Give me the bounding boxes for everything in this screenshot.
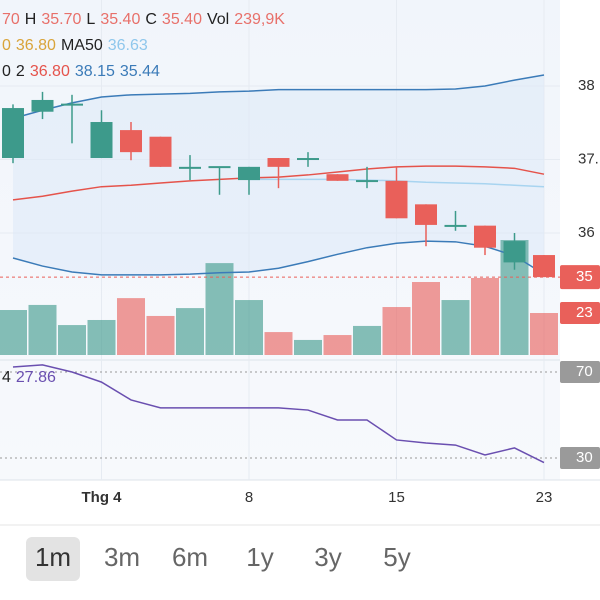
info-value: H: [25, 11, 37, 28]
range-button[interactable]: 5y: [383, 542, 410, 572]
range-button[interactable]: 3m: [104, 542, 140, 572]
info-value: 35.40: [100, 11, 140, 28]
volume-bar: [58, 325, 86, 355]
info-value: 35.44: [120, 63, 160, 80]
volume-bar: [0, 310, 27, 355]
candle-body: [474, 225, 496, 248]
info-value: 4: [2, 369, 11, 386]
candle-body: [533, 255, 555, 278]
info-value: 35.70: [41, 11, 81, 28]
info-value: 2: [16, 63, 25, 80]
rsi-level-label: 30: [576, 449, 593, 466]
candle-body: [90, 122, 113, 159]
info-value: C: [145, 11, 157, 28]
info-value: 38.15: [75, 63, 115, 80]
last-volume-tag: [560, 302, 600, 325]
info-value: 36.63: [108, 37, 148, 54]
y-tick-label: 38: [578, 77, 595, 94]
volume-bar: [264, 332, 293, 355]
rsi-level-label: 70: [576, 363, 593, 380]
x-tick-label: Thg 4: [82, 489, 123, 506]
bb_upper-line: [12, 74, 545, 120]
candle-body: [61, 103, 83, 106]
volume-bar: [146, 315, 175, 355]
y-tick-label: 37.: [578, 150, 599, 167]
volume-bar: [353, 325, 381, 355]
info-value: 35.40: [162, 11, 202, 28]
info-value: 36.80: [30, 63, 70, 80]
candle-body: [208, 166, 231, 169]
candle-body: [238, 166, 260, 181]
rsi-level-tag: [560, 361, 600, 383]
volume-bar: [294, 339, 322, 355]
volume-bar: [117, 298, 145, 355]
candle-body: [149, 136, 172, 167]
info-line: 4 27.86: [2, 369, 56, 386]
candle-body: [297, 158, 319, 161]
volume-bar: [412, 282, 440, 355]
info-value: 27.86: [16, 369, 56, 386]
info-value: L: [86, 11, 95, 28]
range-button[interactable]: 6m: [172, 542, 208, 572]
range-button[interactable]: 1m: [35, 542, 71, 572]
volume-bar: [441, 300, 470, 355]
rsi-level-tag: [560, 447, 600, 469]
range-button[interactable]: 3y: [314, 542, 341, 572]
volume-bar: [87, 319, 116, 355]
candle-body: [444, 224, 467, 227]
info-value: 239,9K: [234, 11, 285, 28]
info-line: 0 36.80 MA50 36.63: [2, 37, 148, 54]
candle-body: [415, 204, 437, 225]
x-tick-label: 15: [388, 489, 405, 506]
x-tick-label: 23: [536, 489, 553, 506]
candle-body: [385, 180, 408, 219]
info-line: 70 H 35.70 L 35.40 C 35.40 Vol 239,9K: [2, 11, 285, 28]
last-price-tag: [560, 265, 600, 290]
volume-bar: [323, 335, 352, 355]
volume-bar: [235, 300, 263, 355]
last-price-label: 35: [576, 268, 593, 285]
candle-body: [179, 166, 201, 169]
range-button[interactable]: 1y: [246, 542, 273, 572]
info-value: MA50: [61, 37, 103, 54]
rsi-line: [12, 364, 545, 464]
info-value: 0: [2, 63, 11, 80]
info-value: Vol: [207, 11, 229, 28]
candle-body: [503, 241, 526, 263]
last-volume-label: 23: [576, 304, 593, 321]
info-value: 70: [2, 11, 20, 28]
range-button-bg[interactable]: [26, 537, 80, 581]
info-value: 0: [2, 37, 11, 54]
candle-body: [267, 158, 290, 167]
candle-body: [326, 174, 349, 181]
volume-bar: [176, 308, 204, 355]
volume-bar: [205, 263, 234, 355]
volume-bar: [530, 313, 558, 355]
candle-body: [356, 180, 378, 183]
volume-bar: [28, 304, 57, 355]
info-line: 0 2 36.80 38.15 35.44: [2, 63, 160, 80]
volume-bar: [471, 277, 499, 355]
y-tick-label: 36: [578, 224, 595, 241]
info-value: 36.80: [16, 37, 56, 54]
candle-body: [2, 108, 24, 159]
volume-bar: [382, 307, 411, 355]
candle-body: [31, 99, 54, 112]
x-tick-label: 8: [245, 489, 253, 506]
bb_lower-line: [12, 240, 545, 276]
candle-body: [120, 130, 142, 153]
